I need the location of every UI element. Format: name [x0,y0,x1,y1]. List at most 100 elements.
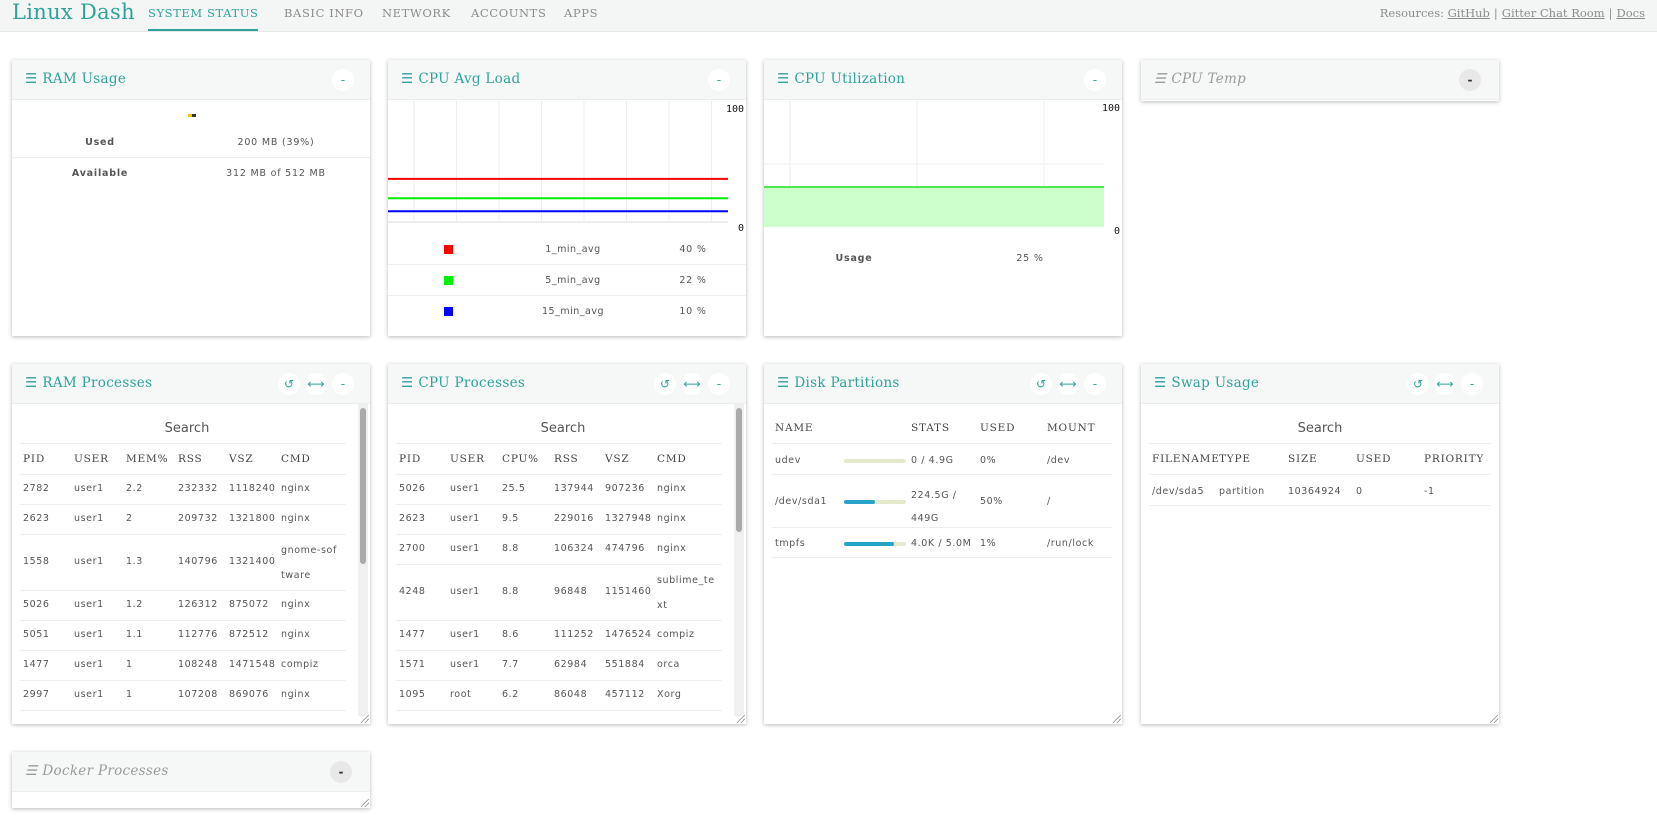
ram-available-row: Available 312 MB of 512 MB [12,159,370,189]
refresh-button[interactable]: ↺ [654,373,676,395]
search-input[interactable]: Search [1297,421,1343,436]
partition-mount: /dev [1047,455,1071,466]
column-header[interactable]: PRIORITY [1424,453,1485,465]
resize-handle[interactable] [360,798,370,808]
process-cell: 5026 [23,599,50,610]
tab-system-status[interactable]: SYSTEM STATUS [148,6,259,31]
process-cell: 551884 [605,659,645,670]
card-title[interactable]: ☰ CPU Utilization [777,71,906,87]
expand-button[interactable]: ⟷ [681,373,703,395]
collapse-button[interactable]: - [1461,373,1483,395]
column-header[interactable]: RSS [178,453,203,465]
scrollbar-thumb[interactable] [736,408,742,532]
column-header[interactable]: USED [1356,453,1392,465]
collapse-button[interactable]: - [708,69,730,91]
swap-size: 10364924 [1288,486,1342,497]
column-header[interactable]: CMD [657,453,687,465]
process-cell: nginx [657,513,687,524]
column-header[interactable]: USER [74,453,109,465]
gitter-link[interactable]: Gitter Chat Room [1501,6,1605,20]
process-cell: 106324 [554,543,594,554]
process-cell: 4248 [399,586,426,597]
refresh-button[interactable]: ↺ [1407,373,1429,395]
column-header[interactable]: USED [980,422,1016,434]
collapse-button[interactable]: - [330,761,352,783]
process-cell: 25.5 [502,483,526,494]
card-title[interactable]: ☰ CPU Temp [1154,71,1247,87]
column-header[interactable]: VSZ [229,453,254,465]
legend-row: 15_min_avg 10 % [388,297,746,327]
expand-button[interactable]: ⟷ [1057,373,1079,395]
card-title[interactable]: ☰ RAM Usage [25,71,127,87]
scrollbar[interactable] [358,404,368,716]
card-title[interactable]: ☰ Docker Processes [25,763,169,779]
collapse-button[interactable]: - [332,373,354,395]
column-header[interactable]: MOUNT [1047,422,1096,434]
scrollbar-thumb[interactable] [360,408,366,564]
card-title[interactable]: ☰ RAM Processes [25,375,153,391]
column-header[interactable]: CMD [281,453,311,465]
partition-mount: /run/lock [1047,538,1094,549]
resize-handle[interactable] [1489,714,1499,724]
resize-handle[interactable] [736,714,746,724]
drag-handle-icon[interactable]: ☰ [401,71,414,87]
drag-handle-icon[interactable]: ☰ [777,71,790,87]
collapse-button[interactable]: - [1084,69,1106,91]
tab-network[interactable]: NETWORK [382,6,451,20]
drag-handle-icon[interactable]: ☰ [401,375,414,391]
partition-mount: / [1047,496,1051,507]
card-title[interactable]: ☰ Disk Partitions [777,375,900,391]
column-header[interactable]: NAME [775,422,814,434]
column-header[interactable]: STATS [911,422,950,434]
search-input[interactable]: Search [540,421,586,436]
column-header[interactable]: PID [23,453,46,465]
collapse-button[interactable]: - [708,373,730,395]
collapse-button[interactable]: - [1459,69,1481,91]
drag-handle-icon[interactable]: ☰ [25,71,38,87]
process-cell: 2.2 [126,483,143,494]
column-header[interactable]: TYPE [1219,453,1251,465]
expand-button[interactable]: ⟷ [305,373,327,395]
expand-button[interactable]: ⟷ [1434,373,1456,395]
brand-logo[interactable]: Linux Dash [12,0,135,24]
process-cell: 1477 [399,629,426,640]
process-cell: 137944 [554,483,594,494]
docs-link[interactable]: Docs [1616,6,1646,20]
drag-handle-icon[interactable]: ☰ [777,375,790,391]
column-header[interactable]: MEM% [126,453,169,465]
github-link[interactable]: GitHub [1447,6,1490,20]
scrollbar[interactable] [734,404,744,716]
column-header[interactable]: RSS [554,453,579,465]
column-header[interactable]: SIZE [1288,453,1318,465]
resize-handle[interactable] [1112,714,1122,724]
drag-handle-icon[interactable]: ☰ [25,763,38,779]
tab-basic-info[interactable]: BASIC INFO [284,6,364,20]
column-header[interactable]: PID [399,453,422,465]
card-header: ☰ RAM Usage - [12,60,370,100]
process-cell: nginx [281,629,311,640]
tab-apps[interactable]: APPS [564,6,599,20]
column-header[interactable]: FILENAME [1152,453,1220,465]
collapse-button[interactable]: - [1084,373,1106,395]
column-header[interactable]: USER [450,453,485,465]
tab-accounts[interactable]: ACCOUNTS [471,6,547,20]
process-cell: 1477 [23,659,50,670]
process-cell: 2700 [399,543,426,554]
search-input[interactable]: Search [164,421,210,436]
card-title[interactable]: ☰ CPU Avg Load [401,71,521,87]
process-cell: 111252 [554,629,594,640]
resize-handle[interactable] [360,714,370,724]
drag-handle-icon[interactable]: ☰ [1154,375,1167,391]
refresh-button[interactable]: ↺ [1030,373,1052,395]
card-title[interactable]: ☰ Swap Usage [1154,375,1260,391]
process-cell: 7.7 [502,659,519,670]
column-header[interactable]: CPU% [502,453,539,465]
refresh-button[interactable]: ↺ [278,373,300,395]
drag-handle-icon[interactable]: ☰ [1154,71,1167,87]
usage-bar-fill [844,500,875,504]
collapse-button[interactable]: - [332,69,354,91]
drag-handle-icon[interactable]: ☰ [25,375,38,391]
process-cell: 209732 [178,513,218,524]
card-title[interactable]: ☰ CPU Processes [401,375,526,391]
column-header[interactable]: VSZ [605,453,630,465]
